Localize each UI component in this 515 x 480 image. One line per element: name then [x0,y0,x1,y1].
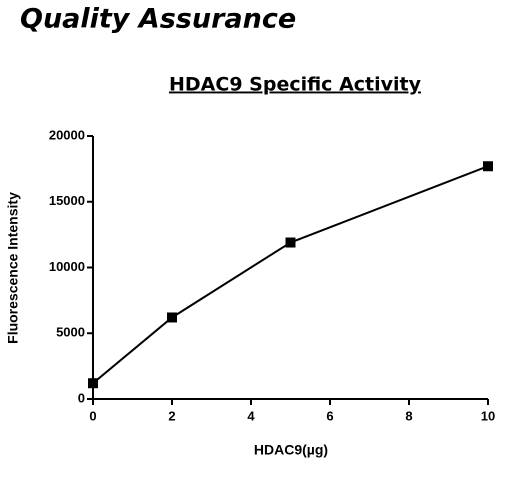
x-tick-label: 4 [247,408,255,423]
data-point [167,312,177,323]
y-tick-label: 10000 [49,259,85,274]
data-point [88,378,98,389]
x-tick-label: 8 [405,408,412,423]
y-tick-label: 15000 [49,193,85,208]
chart-title: HDAC9 Specific Activity [169,74,422,96]
x-tick-label: 6 [326,408,333,423]
data-point [285,237,296,248]
page-header: Quality Assurance [20,4,296,35]
x-axis-label: HDAC9(µg) [254,442,328,458]
y-axis-label: Fluorescence Intensity [5,192,21,344]
x-tick-label: 0 [89,408,96,423]
y-tick-label: 0 [78,390,85,405]
y-tick-label: 5000 [56,325,85,340]
data-point [483,161,493,172]
series-line [92,165,489,384]
y-tick-label: 20000 [49,127,85,142]
x-tick-label: 2 [168,408,175,423]
x-tick-label: 10 [481,408,495,423]
